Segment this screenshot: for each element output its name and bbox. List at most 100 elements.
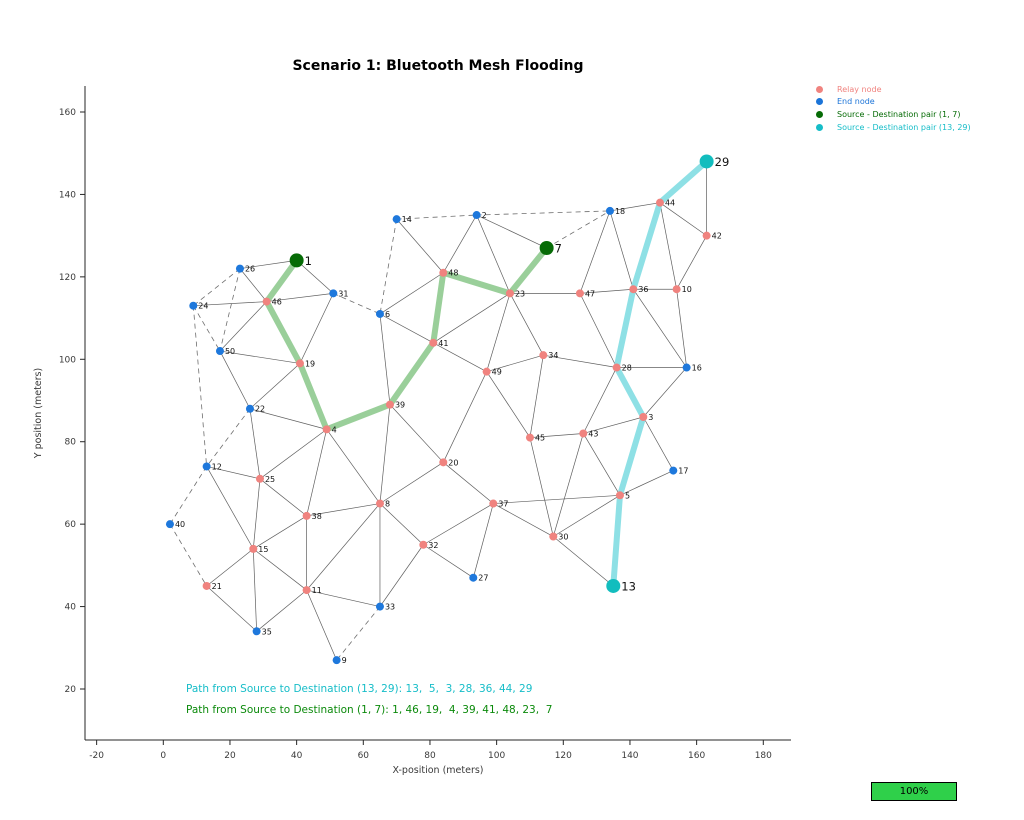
graph-edge [642,416,674,471]
node-23 [505,289,514,298]
y-tick-label: 40 [65,603,77,613]
node-label-46: 46 [272,298,282,307]
legend-item-label: Relay node [837,84,882,94]
node-24 [189,301,198,310]
node-28 [612,363,621,372]
node-25 [255,474,264,483]
legend: Relay node End node Source - Destination p… [816,83,971,133]
legend-marker-icon [816,123,823,131]
graph-edge-dashed [476,210,610,216]
x-tick-label: 0 [160,751,166,761]
legend-item-0: Relay node [816,83,971,96]
node-label-11: 11 [312,586,322,595]
graph-edge [442,214,477,273]
graph-edge [249,408,261,479]
node-label-39: 39 [395,401,405,410]
x-tick-label: 140 [621,751,638,761]
node-46 [262,297,271,306]
node-label-48: 48 [448,269,458,278]
route-1-7 [263,245,550,433]
graph-edge [509,293,544,356]
x-tick-label: 40 [291,751,303,761]
graph-edge [609,210,634,290]
graph-edge [579,288,634,294]
graph-edge [486,354,544,372]
node-label-30: 30 [558,533,568,542]
node-label-31: 31 [338,289,348,298]
x-tick-label: 180 [755,751,772,761]
node-label-25: 25 [265,475,275,484]
node-41 [429,338,438,347]
graph-edge [582,433,621,496]
graph-edge [579,210,611,294]
route-13-29 [610,158,710,589]
graph-edge [306,589,381,607]
graph-edge-dashed [336,606,381,661]
y-tick-label: 120 [59,273,76,283]
graph-edge [379,313,391,405]
node-label-33: 33 [385,603,395,612]
node-48 [439,268,448,277]
node-47 [575,289,584,298]
graph-edge-dashed [192,305,221,352]
graph-edge [296,260,334,294]
node-label-50: 50 [225,347,235,356]
node-label-35: 35 [262,627,272,636]
progress-bar: 100% [871,782,957,801]
node-29 [699,154,714,169]
graph-edge [543,354,617,368]
node-4 [322,425,331,434]
node-49 [482,367,491,376]
graph-edge [659,202,677,290]
path-annotations: Path from Source to Destination (13, 29)… [186,679,552,721]
node-label-4: 4 [332,425,337,434]
node-label-18: 18 [615,207,625,216]
node-21 [202,581,211,590]
x-axis-label: X-position (meters) [392,765,483,776]
node-label-1: 1 [305,254,312,268]
node-label-9: 9 [342,656,347,665]
graph-edge [529,355,544,438]
graph-edge [219,350,301,364]
graph-edge [442,371,487,463]
graph-edge [493,503,554,537]
graph-edge [476,214,547,249]
graph-edge-dashed [192,305,208,467]
path-annotation-1: Path from Source to Destination (1, 7): … [186,704,553,716]
legend-item-label: Source - Destination pair (13, 29) [837,122,971,132]
graph-edge [379,272,444,315]
node-26 [235,264,244,273]
graph-edge [643,367,687,418]
node-label-36: 36 [638,285,648,294]
graph-edge-dashed [219,268,241,352]
graph-edge [552,433,584,537]
node-label-37: 37 [498,500,508,509]
node-5 [615,491,624,500]
node-14 [392,215,401,224]
progress-label: 100% [899,786,929,797]
graph-edge [193,301,267,307]
graph-edge-dashed [546,210,611,249]
node-label-3: 3 [648,413,653,422]
chart-title: Scenario 1: Bluetooth Mesh Flooding [292,58,584,74]
y-tick-label: 80 [65,438,77,448]
node-32 [419,540,428,549]
node-34 [539,351,548,360]
graph-edge [256,589,307,632]
legend-marker-icon [816,98,823,106]
node-33 [375,602,384,611]
node-17 [669,466,678,475]
y-axis-label: Y position (meters) [33,368,44,459]
node-50 [215,347,224,356]
node-10 [672,285,681,294]
graph-edge [396,218,444,273]
node-label-49: 49 [492,368,502,377]
graph-edge [259,429,327,480]
node-label-26: 26 [245,265,255,274]
graph-edge [659,202,707,236]
node-18 [605,206,614,215]
path-annotation-0: Path from Source to Destination (13, 29)… [186,683,533,695]
y-tick-label: 60 [65,520,77,530]
node-11 [302,586,311,595]
